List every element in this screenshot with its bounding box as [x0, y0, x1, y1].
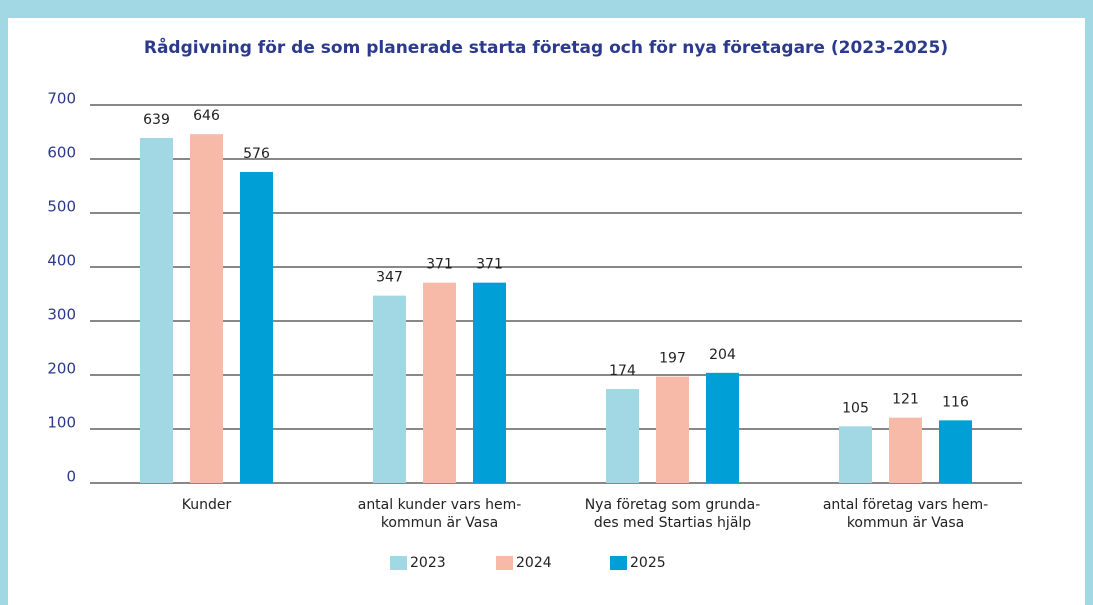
- bar: [939, 420, 972, 483]
- legend-label: 2023: [410, 555, 446, 571]
- bar: [140, 137, 173, 483]
- value-label: 639: [143, 112, 170, 128]
- bar: [839, 426, 872, 483]
- bar: [706, 372, 739, 483]
- value-label: 576: [243, 146, 270, 162]
- value-label: 347: [376, 270, 403, 286]
- x-tick-line: Nya företag som grunda-: [585, 497, 761, 513]
- x-tick-label: antal kunder vars hem-kommun är Vasa: [358, 497, 522, 531]
- y-tick-label: 0: [66, 468, 76, 486]
- value-label: 105: [842, 400, 869, 416]
- value-label: 121: [892, 392, 919, 408]
- value-label: 197: [659, 351, 686, 367]
- x-tick-line: antal kunder vars hem-: [358, 497, 522, 513]
- y-tick-label: 600: [47, 144, 76, 162]
- bar: [473, 282, 506, 483]
- value-label: 204: [709, 347, 736, 363]
- bar: [656, 376, 689, 483]
- panel: [8, 18, 1085, 605]
- bar: [423, 282, 456, 483]
- legend-swatch: [390, 556, 407, 570]
- bar: [373, 295, 406, 483]
- value-label: 174: [609, 363, 636, 379]
- bar: [889, 417, 922, 483]
- y-tick-label: 700: [47, 90, 76, 108]
- chart-title: Rådgivning för de som planerade starta f…: [144, 36, 948, 58]
- bar: [190, 134, 223, 483]
- x-tick-label: Nya företag som grunda-des med Startias …: [585, 497, 761, 531]
- value-label: 371: [426, 257, 453, 273]
- value-label: 116: [942, 394, 969, 410]
- value-label: 646: [193, 108, 220, 124]
- bar: [240, 171, 273, 483]
- legend-label: 2025: [630, 555, 666, 571]
- y-tick-label: 500: [47, 198, 76, 216]
- y-tick-label: 400: [47, 252, 76, 270]
- value-label: 371: [476, 257, 503, 273]
- x-tick-line: des med Startias hjälp: [594, 515, 751, 531]
- y-tick-label: 300: [47, 306, 76, 324]
- y-tick-label: 100: [47, 414, 76, 432]
- legend-swatch: [610, 556, 627, 570]
- x-tick-line: kommun är Vasa: [381, 515, 498, 531]
- legend-swatch: [496, 556, 513, 570]
- x-tick-line: Kunder: [182, 497, 232, 513]
- y-tick-label: 200: [47, 360, 76, 378]
- x-tick-label: antal företag vars hem-kommun är Vasa: [823, 497, 988, 531]
- x-tick-line: antal företag vars hem-: [823, 497, 988, 513]
- x-tick-label: Kunder: [182, 497, 232, 513]
- x-tick-line: kommun är Vasa: [847, 515, 964, 531]
- bar: [606, 389, 639, 483]
- legend-label: 2024: [516, 555, 552, 571]
